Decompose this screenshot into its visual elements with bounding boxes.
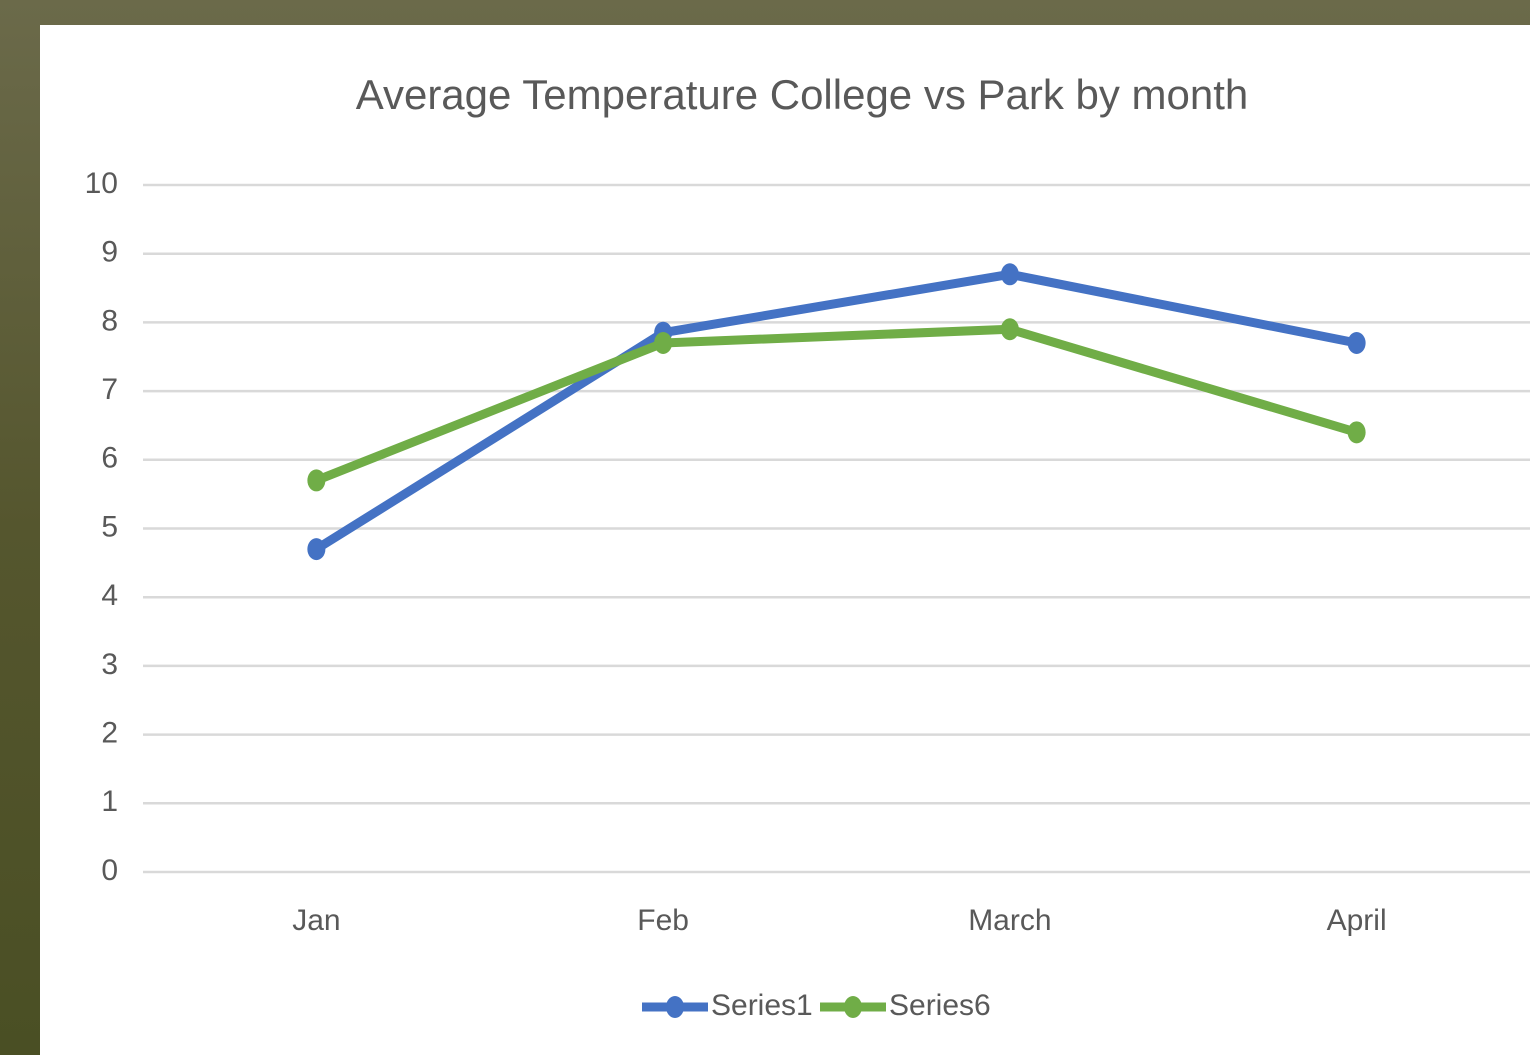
x-tick-label: Jan [292,904,340,937]
legend-marker [666,996,684,1018]
y-tick-label: 9 [101,236,118,269]
data-point [307,538,325,560]
legend-label: Series1 [711,989,813,1022]
y-tick-label: 1 [101,785,118,818]
chart-title: Average Temperature College vs Park by m… [356,71,1249,118]
data-point [1001,318,1019,340]
x-tick-label: Feb [637,904,689,937]
y-tick-label: 2 [101,717,118,750]
data-point [307,469,325,491]
chart: Average Temperature College vs Park by m… [0,0,1530,1055]
y-tick-label: 7 [101,373,118,406]
data-point [1001,263,1019,285]
y-tick-label: 8 [101,304,118,337]
y-tick-label: 0 [101,854,118,887]
y-tick-label: 6 [101,442,118,475]
x-tick-label: March [968,904,1051,937]
data-point [1348,332,1366,354]
data-point [654,332,672,354]
x-tick-label: April [1327,904,1387,937]
y-tick-label: 4 [101,579,118,612]
data-point [1348,421,1366,443]
y-tick-label: 10 [85,167,118,200]
chart-panel [40,25,1530,1055]
y-tick-label: 3 [101,648,118,681]
legend-label: Series6 [889,989,991,1022]
legend-marker [844,996,862,1018]
y-tick-label: 5 [101,510,118,543]
